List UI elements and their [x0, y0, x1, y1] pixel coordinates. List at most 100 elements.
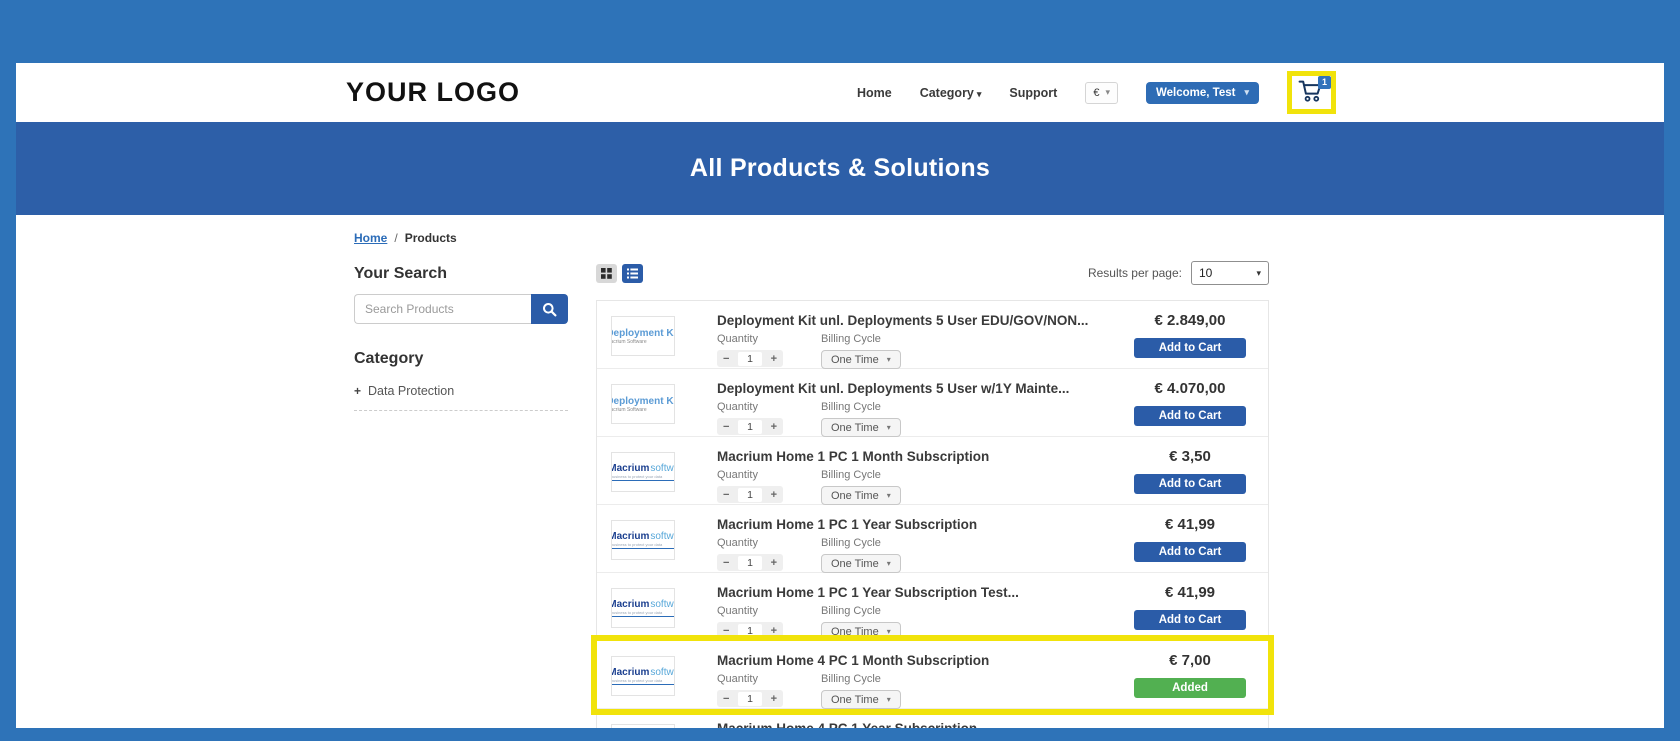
product-row: Deployment Kit Macrium Software ↻ Macriu…	[597, 437, 1268, 505]
macrium-software-logo: ↻ Macriumsoftware It's our business to p…	[612, 667, 674, 685]
billing-cycle-label: Billing Cycle	[821, 401, 881, 413]
search-icon	[543, 302, 557, 316]
billing-cycle-label: Billing Cycle	[821, 333, 881, 345]
decrease-quantity-button[interactable]: −	[723, 692, 730, 705]
increase-quantity-button[interactable]: +	[770, 624, 777, 637]
nav-support[interactable]: Support	[1009, 85, 1058, 100]
expand-plus-icon: +	[354, 384, 362, 398]
category-item-data-protection[interactable]: + Data Protection	[354, 379, 568, 411]
quantity-label: Quantity	[717, 469, 758, 481]
search-section-title: Your Search	[354, 265, 448, 282]
decrease-quantity-button[interactable]: −	[723, 624, 730, 637]
currency-select[interactable]: € ▾	[1085, 81, 1118, 104]
results-per-page-select[interactable]: 10 ▾	[1191, 261, 1269, 285]
quantity-value[interactable]: 1	[738, 351, 762, 366]
caret-down-icon: ▾	[886, 559, 891, 568]
product-row: Deployment Kit Macrium Software ↻ Macriu…	[597, 709, 1268, 728]
quantity-stepper[interactable]: − 1 +	[717, 418, 783, 435]
results-per-page-label: Results per page:	[1087, 266, 1182, 280]
product-row: Deployment Kit Macrium Software ↻ Macriu…	[597, 301, 1268, 369]
billing-cycle-label: Billing Cycle	[821, 537, 881, 549]
grid-view-button[interactable]	[596, 263, 617, 283]
list-view-button[interactable]	[622, 263, 643, 283]
product-row: Deployment Kit Macrium Software ↻ Macriu…	[597, 505, 1268, 573]
deployment-kit-logo: Deployment Kit Macrium Software	[611, 395, 674, 413]
add-to-cart-button[interactable]: Add to Cart	[1134, 338, 1246, 358]
billing-cycle-select[interactable]: One Time ▾	[821, 486, 901, 505]
welcome-user-button[interactable]: Welcome, Test ▾	[1146, 81, 1259, 104]
quantity-label: Quantity	[717, 537, 758, 549]
add-to-cart-button[interactable]: Add to Cart	[1134, 474, 1246, 494]
decrease-quantity-button[interactable]: −	[723, 556, 730, 569]
caret-down-icon: ▾	[886, 695, 891, 704]
main-nav: Home Category ▾ Support € ▾ Welcome, Test ▾…	[857, 71, 1336, 114]
increase-quantity-button[interactable]: +	[770, 352, 777, 365]
search-input[interactable]	[354, 294, 531, 324]
quantity-label: Quantity	[717, 605, 758, 617]
product-price: € 2.849,00	[1154, 312, 1226, 329]
add-to-cart-button[interactable]: Add to Cart	[1134, 610, 1246, 630]
quantity-stepper[interactable]: − 1 +	[717, 690, 783, 707]
breadcrumb-current: Products	[404, 231, 457, 245]
quantity-value[interactable]: 1	[738, 623, 762, 638]
increase-quantity-button[interactable]: +	[770, 692, 777, 705]
macrium-software-logo: ↻ Macriumsoftware It's our business to p…	[612, 463, 674, 481]
caret-down-icon: ▾	[1256, 267, 1261, 278]
nav-home[interactable]: Home	[856, 85, 892, 100]
cart-button[interactable]: 1	[1287, 71, 1336, 114]
increase-quantity-button[interactable]: +	[770, 488, 777, 501]
caret-down-icon: ▾	[886, 423, 891, 432]
product-title: Macrium Home 1 PC 1 Year Subscription Te…	[717, 585, 1019, 600]
breadcrumb: Home / Products	[354, 231, 1269, 245]
quantity-value[interactable]: 1	[738, 691, 762, 706]
quantity-stepper[interactable]: − 1 +	[717, 486, 783, 503]
billing-cycle-select[interactable]: One Time ▾	[821, 418, 901, 437]
breadcrumb-home-link[interactable]: Home	[354, 231, 388, 245]
product-logo: Deployment Kit Macrium Software ↻ Macriu…	[611, 316, 675, 356]
product-title: Macrium Home 4 PC 1 Month Subscription	[717, 653, 990, 668]
decrease-quantity-button[interactable]: −	[723, 420, 730, 433]
quantity-stepper[interactable]: − 1 +	[717, 622, 783, 639]
add-to-cart-button[interactable]: Add to Cart	[1134, 406, 1246, 426]
product-price: € 7,00	[1169, 652, 1211, 669]
quantity-stepper[interactable]: − 1 +	[717, 554, 783, 571]
site-logo[interactable]: YOUR LOGO	[346, 77, 521, 107]
quantity-label: Quantity	[717, 401, 758, 413]
product-logo: Deployment Kit Macrium Software ↻ Macriu…	[611, 724, 675, 728]
search-button[interactable]	[531, 294, 568, 324]
billing-cycle-select[interactable]: One Time ▾	[821, 350, 901, 369]
billing-cycle-select[interactable]: One Time ▾	[821, 622, 901, 641]
increase-quantity-button[interactable]: +	[770, 420, 777, 433]
page-card: YOUR LOGO Home Category ▾ Support € ▾ Welc…	[16, 63, 1664, 728]
decrease-quantity-button[interactable]: −	[723, 488, 730, 501]
product-row: Deployment Kit Macrium Software ↻ Macriu…	[597, 369, 1268, 437]
billing-cycle-label: Billing Cycle	[821, 673, 881, 685]
cart-icon	[1298, 80, 1322, 102]
caret-down-icon: ▾	[886, 491, 891, 500]
caret-down-icon: ▾	[976, 88, 982, 99]
add-to-cart-button[interactable]: Added	[1134, 678, 1246, 698]
macrium-software-logo: ↻ Macriumsoftware It's our business to p…	[612, 531, 674, 549]
quantity-value[interactable]: 1	[738, 419, 762, 434]
quantity-value[interactable]: 1	[738, 555, 762, 570]
billing-cycle-label: Billing Cycle	[821, 469, 881, 481]
billing-cycle-label: Billing Cycle	[821, 605, 881, 617]
category-section-title: Category	[354, 350, 424, 367]
add-to-cart-button[interactable]: Add to Cart	[1134, 542, 1246, 562]
product-list: Deployment Kit Macrium Software ↻ Macriu…	[591, 300, 1274, 728]
quantity-value[interactable]: 1	[738, 487, 762, 502]
billing-cycle-select[interactable]: One Time ▾	[821, 554, 901, 573]
product-logo: Deployment Kit Macrium Software ↻ Macriu…	[611, 452, 675, 492]
product-logo: Deployment Kit Macrium Software ↻ Macriu…	[611, 656, 675, 696]
increase-quantity-button[interactable]: +	[770, 556, 777, 569]
decrease-quantity-button[interactable]: −	[723, 352, 730, 365]
quantity-stepper[interactable]: − 1 +	[717, 350, 783, 367]
nav-category[interactable]: Category ▾	[919, 85, 982, 100]
quantity-label: Quantity	[717, 333, 758, 345]
page-title: All Products & Solutions	[689, 154, 991, 182]
product-price: € 4.070,00	[1154, 380, 1226, 397]
quantity-label: Quantity	[717, 673, 758, 685]
deployment-kit-logo: Deployment Kit Macrium Software	[611, 327, 674, 345]
product-logo: Deployment Kit Macrium Software ↻ Macriu…	[611, 520, 675, 560]
billing-cycle-select[interactable]: One Time ▾	[821, 690, 901, 709]
